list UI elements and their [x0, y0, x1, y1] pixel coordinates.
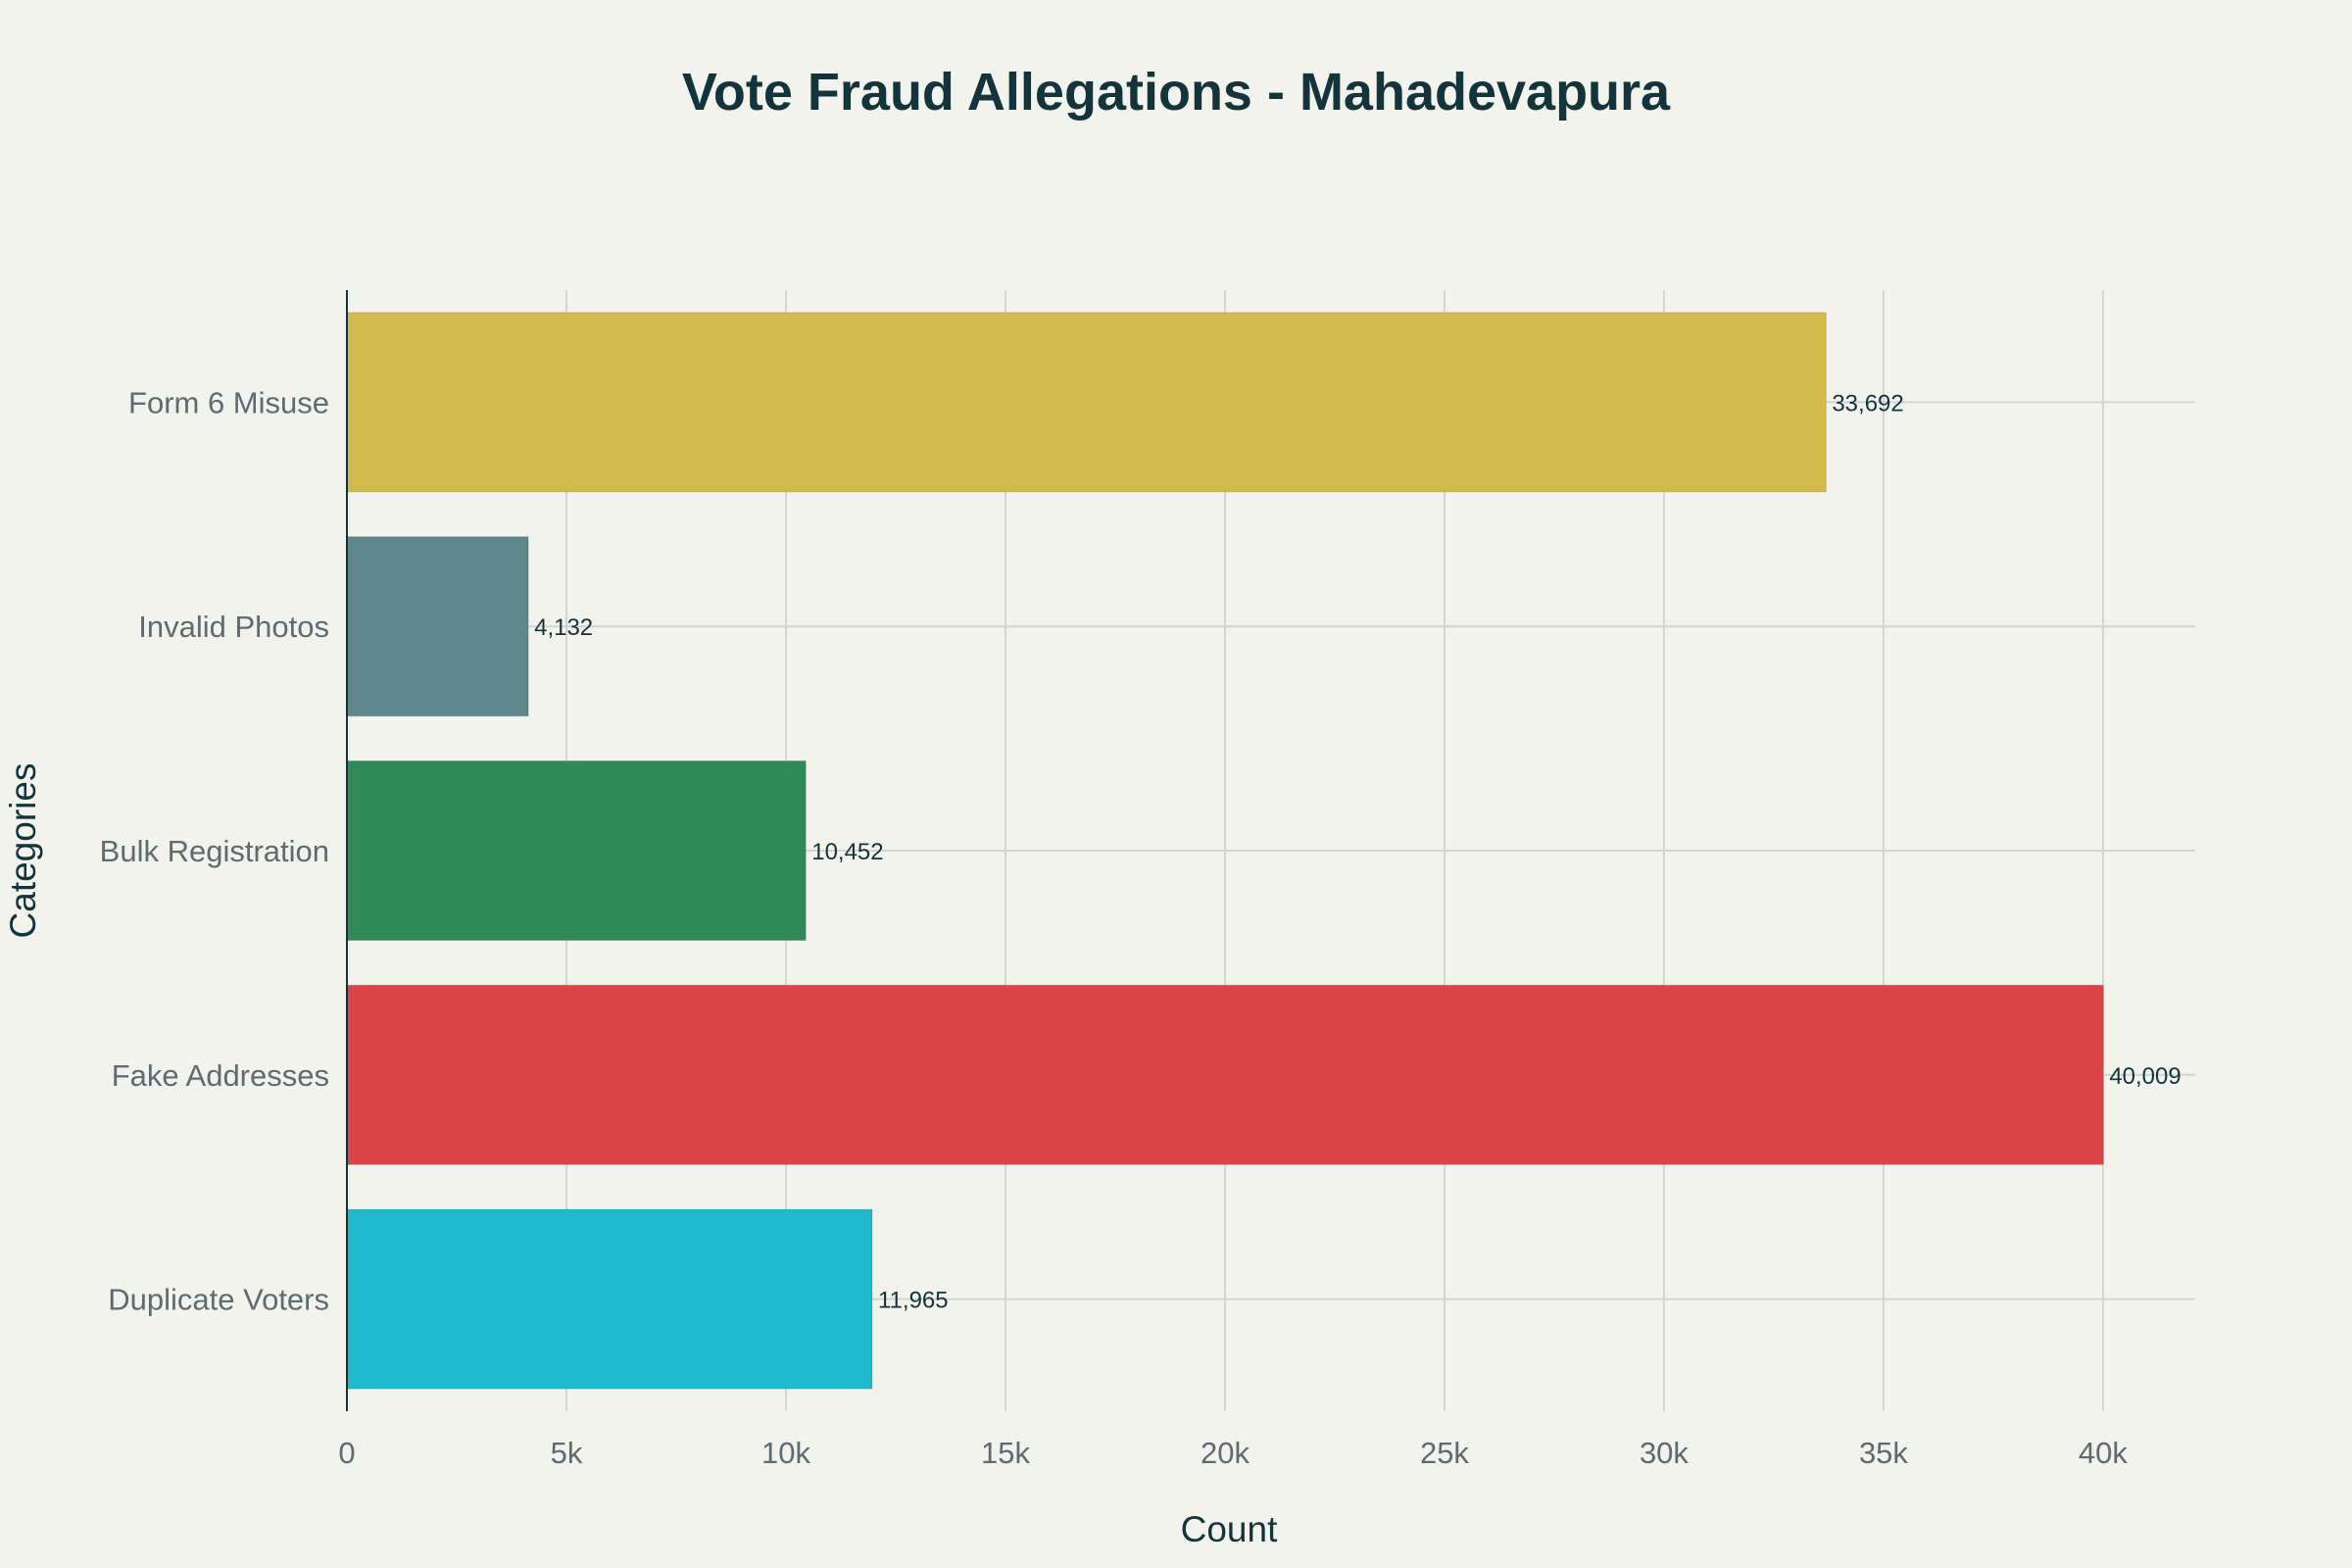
bar-value-label: 40,009	[2109, 1063, 2180, 1090]
bar	[346, 984, 2104, 1165]
x-tick-label: 0	[338, 1436, 355, 1470]
x-tick-label: 40k	[2079, 1436, 2128, 1470]
category-label: Fake Addresses	[112, 1058, 329, 1093]
bar-layer	[346, 312, 2104, 1390]
bar-value-label: 33,692	[1832, 390, 1903, 416]
x-axis-title: Count	[1181, 1509, 1278, 1549]
x-tick-label: 20k	[1200, 1436, 1250, 1470]
bar	[346, 536, 529, 717]
bar	[346, 1208, 873, 1390]
category-label: Form 6 Misuse	[128, 385, 329, 419]
x-tick-label: 35k	[1859, 1436, 1908, 1470]
category-label: Bulk Registration	[100, 834, 329, 868]
bar-value-label: 4,132	[534, 614, 593, 641]
y-axis-title: Categories	[3, 763, 43, 939]
x-tick-label: 30k	[1640, 1436, 1689, 1470]
x-tick-label: 15k	[981, 1436, 1030, 1470]
bar-value-label: 11,965	[878, 1288, 949, 1314]
category-label: Duplicate Voters	[108, 1283, 329, 1317]
category-label: Invalid Photos	[138, 610, 329, 644]
chart-title: Vote Fraud Allegations - Mahadevapura	[682, 63, 1671, 122]
bar-value-label: 10,452	[811, 839, 883, 865]
bar	[346, 312, 1827, 493]
x-tick-label: 25k	[1420, 1436, 1469, 1470]
bar	[346, 760, 807, 942]
label-layer: 0 5k 10k 15k 20k 25k 30k 35k 40k Form 6 Misuse 33,…	[100, 385, 2181, 1470]
x-tick-label: 10k	[761, 1436, 810, 1470]
x-tick-label: 5k	[551, 1436, 583, 1470]
